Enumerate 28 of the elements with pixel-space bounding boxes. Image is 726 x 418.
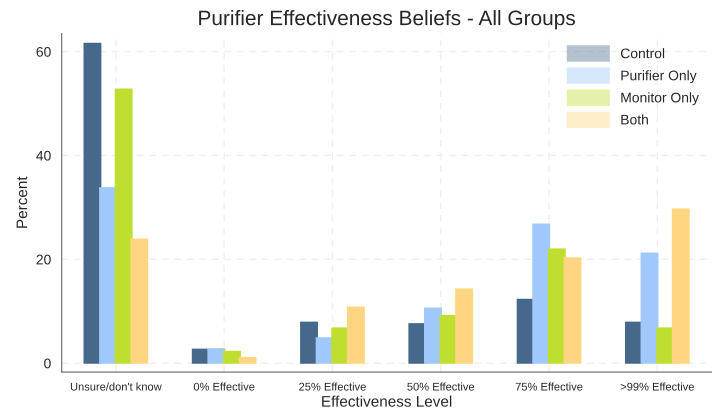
bar <box>114 88 133 364</box>
bar <box>300 322 318 364</box>
legend-label: Purifier Only <box>621 70 697 84</box>
y-tick-label: 20 <box>36 254 51 264</box>
bar <box>455 288 474 364</box>
bar <box>640 252 658 364</box>
legend-label: Monitor Only <box>621 92 699 106</box>
bar <box>130 238 148 364</box>
x-tick-label: >99% Effective <box>620 382 694 391</box>
x-tick-label: 0% Effective <box>194 382 254 391</box>
y-tick-label: 60 <box>36 46 51 57</box>
x-tick-label: 75% Effective <box>516 382 582 391</box>
chart-title: Purifier Effectiveness Beliefs - All Groups <box>199 10 575 30</box>
x-axis-title: Effectiveness Level <box>322 396 452 407</box>
y-tick-label: 40 <box>36 150 51 161</box>
bar <box>672 208 690 364</box>
bar <box>346 306 365 364</box>
bar <box>238 356 257 364</box>
x-tick-label: 50% Effective <box>407 382 474 391</box>
legend-label: Control <box>620 48 664 58</box>
x-tick-label: 25% Effective <box>299 382 366 391</box>
bar <box>564 257 582 364</box>
legend-label: Both <box>621 114 648 125</box>
x-tick-label: Unsure/don't know <box>70 382 162 391</box>
bar <box>223 350 241 364</box>
y-tick-label: 0 <box>44 358 51 368</box>
bar <box>83 42 102 364</box>
y-axis-title: Percent <box>16 176 28 228</box>
